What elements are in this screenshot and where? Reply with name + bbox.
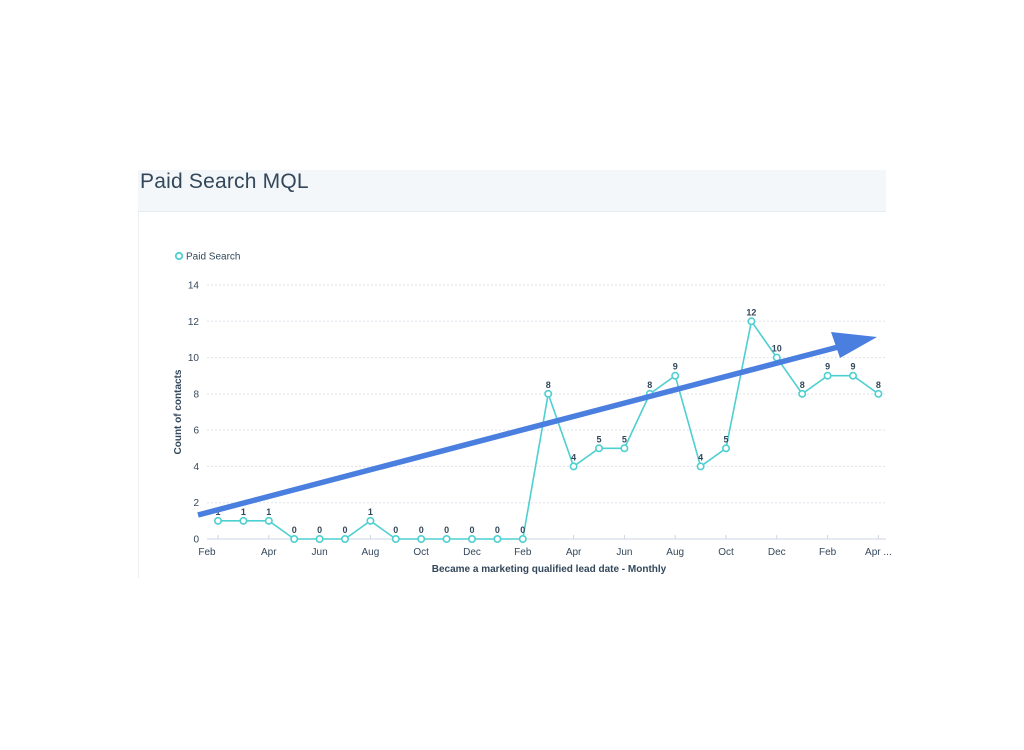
x-tick-label: Jun [312, 547, 328, 558]
x-tick-label: Jun [616, 547, 632, 558]
data-point[interactable] [671, 371, 680, 380]
data-points: 11100010000008455894512108998 [214, 307, 883, 543]
y-tick-label: 4 [193, 462, 199, 473]
data-point[interactable] [594, 444, 603, 453]
data-label: 10 [772, 344, 782, 354]
data-point[interactable] [340, 534, 349, 543]
x-tick-label: Apr [566, 547, 582, 558]
y-tick-label: 8 [193, 389, 199, 400]
data-label: 5 [622, 434, 627, 444]
data-point[interactable] [467, 534, 476, 543]
data-point[interactable] [442, 534, 451, 543]
y-tick-label: 2 [193, 498, 199, 509]
data-label: 5 [723, 434, 728, 444]
data-point[interactable] [239, 516, 248, 525]
y-tick-label: 12 [188, 317, 200, 328]
data-point[interactable] [493, 534, 502, 543]
legend-label: Paid Search [186, 252, 240, 263]
x-tick-label: Dec [463, 547, 481, 558]
trend-arrow-shaft [197, 343, 843, 518]
data-point[interactable] [290, 534, 299, 543]
data-label: 0 [469, 525, 474, 535]
data-label: 0 [520, 525, 525, 535]
data-label: 1 [368, 507, 373, 517]
data-label: 1 [241, 507, 246, 517]
trend-arrow [197, 332, 877, 518]
data-label: 0 [495, 525, 500, 535]
data-label: 0 [342, 525, 347, 535]
data-point[interactable] [620, 444, 629, 453]
data-label: 4 [571, 452, 576, 462]
y-tick-label: 14 [188, 281, 200, 292]
data-point[interactable] [823, 371, 832, 380]
data-point[interactable] [798, 389, 807, 398]
x-tick-label: Aug [666, 547, 684, 558]
data-point[interactable] [366, 516, 375, 525]
data-point[interactable] [569, 462, 578, 471]
data-label: 8 [647, 380, 652, 390]
x-tick-label: Feb [198, 547, 216, 558]
data-label: 8 [800, 380, 805, 390]
data-point[interactable] [391, 534, 400, 543]
data-label: 0 [419, 525, 424, 535]
data-point[interactable] [747, 317, 756, 326]
x-tick-label: Dec [768, 547, 786, 558]
data-label: 8 [546, 380, 551, 390]
chart-title: Paid Search MQL [140, 170, 309, 193]
data-label: 0 [393, 525, 398, 535]
x-tick-label: Feb [514, 547, 532, 558]
x-tick-label: Apr ... [865, 547, 892, 558]
x-tick-label: Aug [362, 547, 380, 558]
circle-marker-icon [174, 251, 184, 261]
y-axis-title: Count of contacts [173, 369, 184, 454]
data-point[interactable] [874, 389, 883, 398]
data-point[interactable] [721, 444, 730, 453]
x-axis-title: Became a marketing qualified lead date -… [432, 564, 667, 575]
y-tick-label: 10 [188, 353, 200, 364]
data-point[interactable] [518, 534, 527, 543]
data-label: 0 [292, 525, 297, 535]
data-point[interactable] [848, 371, 857, 380]
arrow-head-icon [831, 332, 877, 358]
data-label: 9 [850, 362, 855, 372]
data-label: 8 [876, 380, 881, 390]
data-label: 0 [317, 525, 322, 535]
x-tick-label: Apr [261, 547, 277, 558]
data-point[interactable] [544, 389, 553, 398]
data-label: 1 [266, 507, 271, 517]
legend[interactable]: Paid Search [174, 251, 241, 263]
data-label: 12 [746, 307, 756, 317]
data-label: 5 [596, 434, 601, 444]
y-tick-label: 6 [193, 426, 199, 437]
data-point[interactable] [214, 516, 223, 525]
x-tick-label: Feb [819, 547, 837, 558]
y-tick-label: 0 [193, 535, 199, 546]
chart-card [138, 212, 887, 578]
y-axis-ticks: 0 2 4 6 8 10 12 14 [188, 281, 200, 546]
data-point[interactable] [315, 534, 324, 543]
data-point[interactable] [696, 462, 705, 471]
x-tick-label: Oct [718, 547, 734, 558]
data-point[interactable] [264, 516, 273, 525]
gridlines [207, 284, 886, 504]
data-label: 0 [444, 525, 449, 535]
x-tick-label: Oct [413, 547, 429, 558]
data-label: 9 [673, 362, 678, 372]
card-header: Paid Search MQL [138, 170, 886, 212]
data-label: 9 [825, 362, 830, 372]
data-point[interactable] [417, 534, 426, 543]
data-label: 4 [698, 452, 703, 462]
